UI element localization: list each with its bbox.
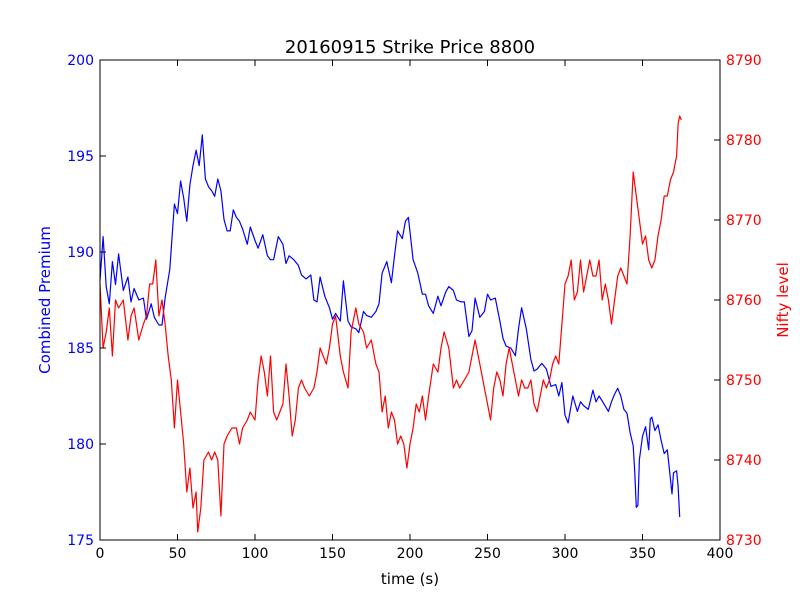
tick-group: 0 50 100 150 200 250 300 350 400 175 180 185 190 195 2… [67, 53, 761, 562]
left-y-axis-label: Combined Premium [36, 226, 54, 374]
x-tick-label: 50 [169, 546, 187, 562]
left-y-tick-label: 195 [67, 149, 94, 165]
plot-frame [99, 59, 721, 541]
x-tick-label: 250 [474, 546, 501, 562]
x-tick-label: 400 [707, 546, 734, 562]
right-y-tick-label: 8760 [726, 293, 762, 309]
right-y-tick-label: 8770 [726, 213, 762, 229]
x-tick-label: 150 [319, 546, 346, 562]
plot-series-group [99, 115, 682, 533]
x-axis-label: time (s) [381, 570, 439, 588]
right-y-tick-label: 8750 [726, 373, 762, 389]
left-y-tick-label: 180 [67, 437, 94, 453]
left-y-tick-label: 190 [67, 245, 94, 261]
right-y-tick-label: 8740 [726, 453, 762, 469]
x-tick-label: 200 [397, 546, 424, 562]
right-y-tick-label: 8730 [726, 533, 762, 549]
left-y-tick-label: 185 [67, 341, 94, 357]
left-y-tick-label: 175 [67, 533, 94, 549]
nifty-level-line [99, 115, 682, 533]
combined-premium-line [99, 134, 681, 518]
x-tick-label: 100 [242, 546, 269, 562]
right-y-tick-label: 8780 [726, 133, 762, 149]
x-tick-label: 350 [629, 546, 656, 562]
right-y-axis-label: Nifty level [774, 262, 792, 338]
x-tick-label: 300 [552, 546, 579, 562]
chart-title: 20160915 Strike Price 8800 [285, 37, 535, 58]
right-y-tick-label: 8790 [726, 53, 762, 69]
x-tick-label: 0 [96, 546, 105, 562]
left-y-tick-label: 200 [67, 53, 94, 69]
